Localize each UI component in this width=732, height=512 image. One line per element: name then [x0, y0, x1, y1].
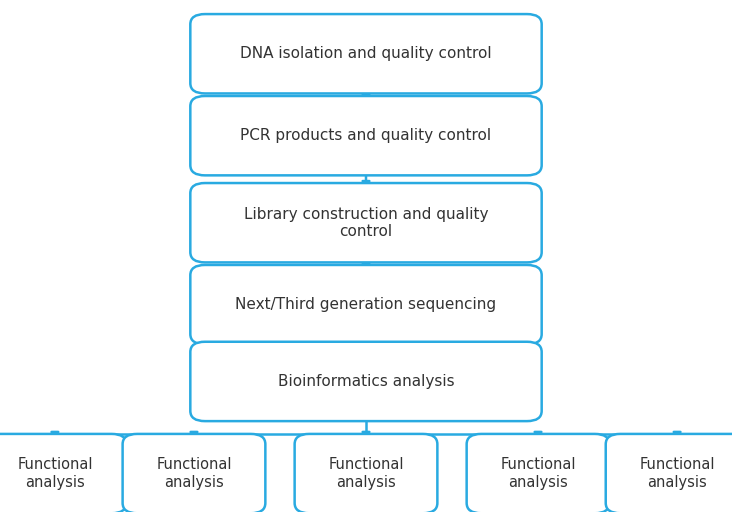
Text: Next/Third generation sequencing: Next/Third generation sequencing [236, 297, 496, 312]
FancyBboxPatch shape [190, 14, 542, 93]
Text: Functional
analysis: Functional analysis [17, 457, 93, 490]
Text: Functional
analysis: Functional analysis [156, 457, 232, 490]
FancyBboxPatch shape [123, 434, 266, 512]
FancyBboxPatch shape [190, 183, 542, 263]
FancyBboxPatch shape [606, 434, 732, 512]
Text: Bioinformatics analysis: Bioinformatics analysis [277, 374, 455, 389]
FancyBboxPatch shape [0, 434, 127, 512]
FancyBboxPatch shape [190, 265, 542, 344]
Text: Functional
analysis: Functional analysis [328, 457, 404, 490]
Text: Functional
analysis: Functional analysis [639, 457, 715, 490]
Text: PCR products and quality control: PCR products and quality control [240, 128, 492, 143]
Text: DNA isolation and quality control: DNA isolation and quality control [240, 46, 492, 61]
FancyBboxPatch shape [294, 434, 437, 512]
Text: Library construction and quality
control: Library construction and quality control [244, 206, 488, 239]
Text: Functional
analysis: Functional analysis [500, 457, 576, 490]
FancyBboxPatch shape [190, 342, 542, 421]
FancyBboxPatch shape [467, 434, 609, 512]
FancyBboxPatch shape [190, 96, 542, 175]
